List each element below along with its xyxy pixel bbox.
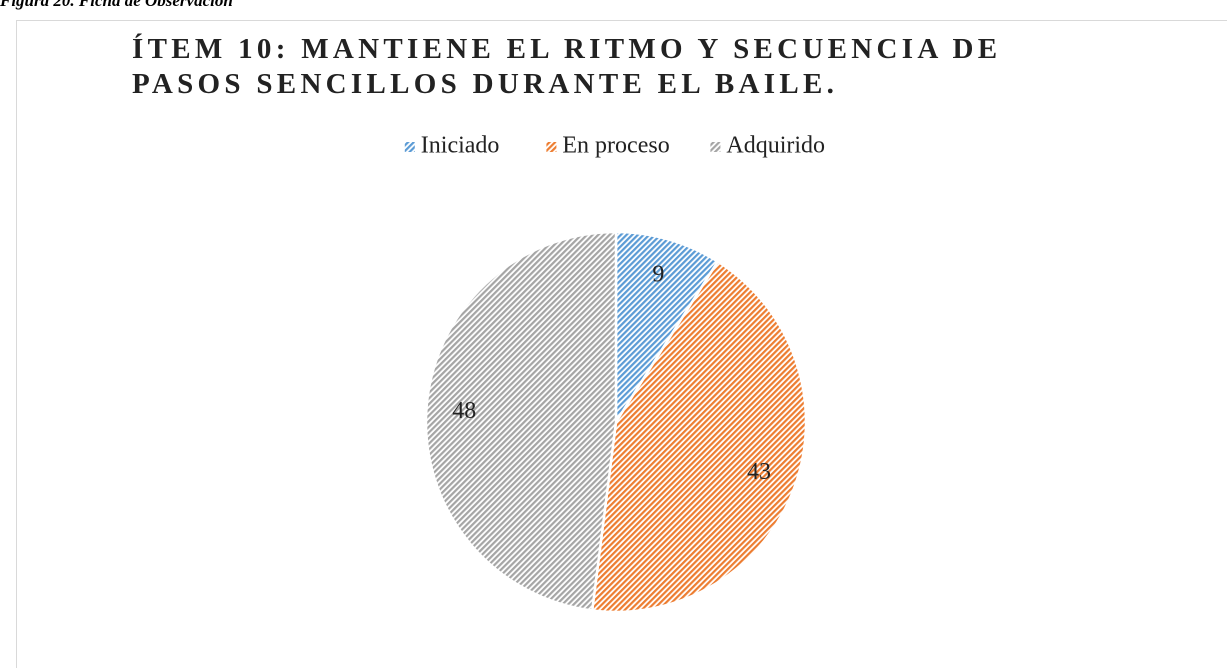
- data-label: 48: [452, 398, 476, 424]
- chart-frame: [16, 20, 1227, 668]
- pie-slice: [590, 259, 808, 614]
- legend-swatch: [404, 142, 415, 152]
- legend-swatch: [546, 142, 557, 152]
- legend-label: Adquirido: [726, 133, 825, 159]
- chart-title: ÍTEM 10: MANTIENE EL RITMO Y SECUENCIA D…: [132, 33, 1002, 100]
- data-label: 9: [652, 262, 664, 288]
- figure-caption: Figura 20. Ficha de Observación: [0, 0, 233, 10]
- legend-swatch: [710, 142, 721, 152]
- legend: Iniciado En proceso Adquirido: [404, 133, 825, 159]
- legend-label: En proceso: [562, 133, 669, 159]
- legend-label: Iniciado: [421, 133, 500, 159]
- data-label: 43: [747, 459, 771, 485]
- pie-slice: [614, 230, 720, 427]
- pie-slice: [424, 230, 618, 612]
